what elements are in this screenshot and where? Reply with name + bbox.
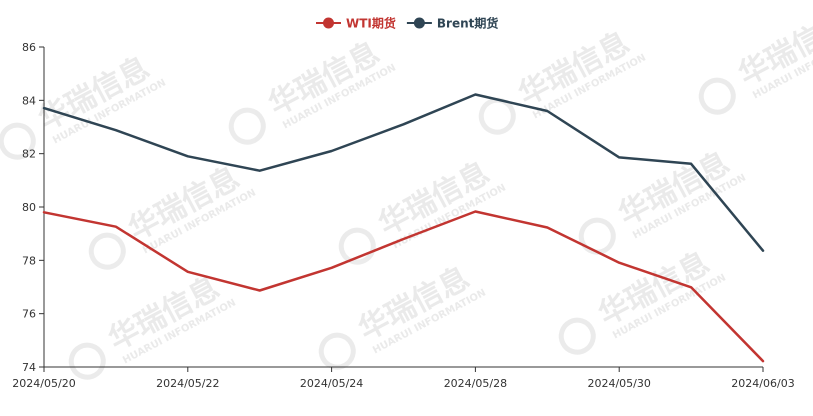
series-line	[42, 93, 765, 252]
watermark-logo-icon	[228, 107, 266, 145]
x-tick-label: 2024/05/20	[12, 377, 75, 390]
watermark-logo-icon	[338, 227, 376, 265]
watermark-logo-icon	[478, 97, 516, 135]
legend-marker	[323, 17, 334, 29]
y-tick-label: 84	[22, 94, 36, 107]
series-lines	[42, 93, 765, 363]
watermark-logo-icon	[88, 232, 126, 270]
x-tick-label: 2024/06/03	[731, 377, 794, 390]
series-line	[42, 210, 765, 363]
y-tick-label: 86	[22, 41, 36, 54]
y-tick-label: 80	[22, 201, 36, 214]
legend-label: Brent期货	[437, 16, 498, 31]
x-tick-label: 2024/05/30	[587, 377, 650, 390]
watermark-logo-icon	[558, 317, 596, 355]
legend-marker	[413, 17, 425, 29]
axes: 74 76 78 80 82 84 86 2024/05/20 2024/05/22 2024/0…	[12, 41, 794, 390]
y-tick-label: 78	[22, 254, 36, 267]
watermark-logo-icon	[0, 122, 36, 160]
watermark-logo-icon	[68, 342, 106, 380]
x-tick-label: 2024/05/28	[444, 377, 507, 390]
watermark-logo-icon	[698, 77, 736, 115]
y-tick-label: 82	[22, 148, 36, 161]
y-tick-label: 74	[22, 361, 36, 374]
legend: WTI期货 Brent期货	[316, 16, 498, 31]
legend-label: WTI期货	[346, 16, 396, 31]
x-tick-label: 2024/05/24	[300, 377, 363, 390]
y-tick-label: 76	[22, 308, 36, 321]
x-tick-label: 2024/05/22	[156, 377, 219, 390]
watermark-logo-icon	[318, 332, 356, 370]
